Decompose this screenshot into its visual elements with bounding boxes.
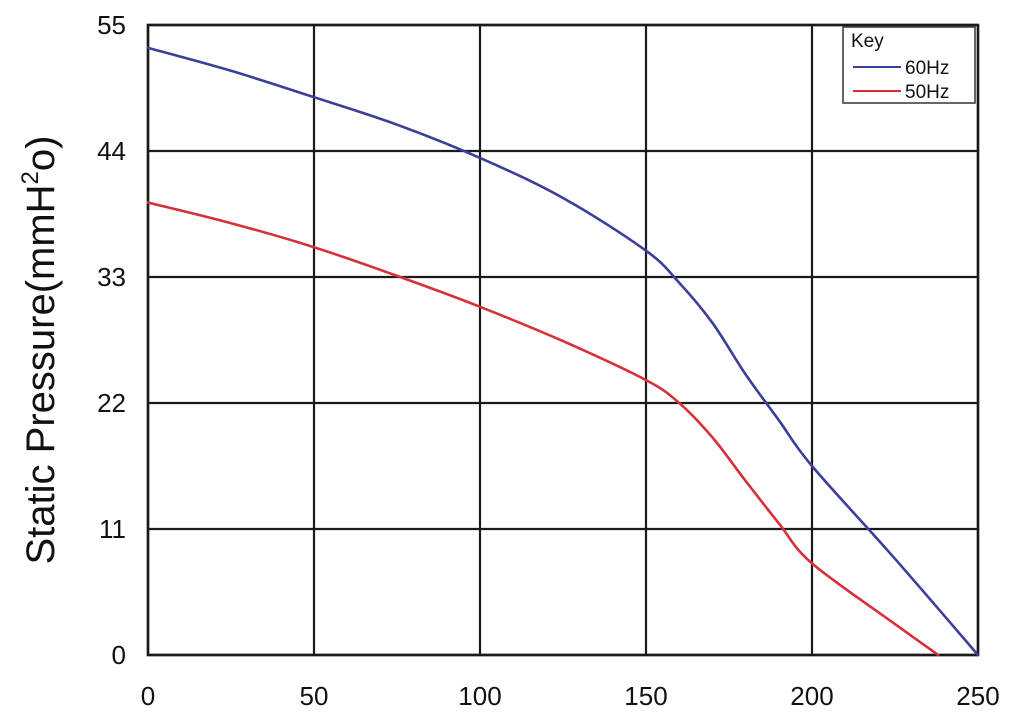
y-tick-labels: 0 11 22 33 44 55 bbox=[97, 10, 126, 670]
legend: Key 60Hz 50Hz bbox=[842, 26, 976, 104]
y-tick-label-2: 22 bbox=[97, 388, 126, 418]
series-line-60hz bbox=[146, 46, 980, 657]
y-tick-label-5: 55 bbox=[97, 10, 126, 40]
y-axis-label: Static Pressure(mmH2o) bbox=[17, 136, 63, 565]
legend-label-50hz: 50Hz bbox=[905, 82, 949, 103]
legend-items: 60Hz 50Hz bbox=[853, 58, 949, 103]
x-tick-label-4: 200 bbox=[790, 681, 833, 711]
y-axis-label-main: Static Pressure(mmH bbox=[19, 184, 63, 564]
y-tick-label-1: 11 bbox=[99, 514, 126, 544]
y-tick-label-3: 33 bbox=[97, 262, 126, 292]
x-tick-label-0: 0 bbox=[141, 681, 155, 711]
legend-box bbox=[842, 26, 976, 104]
series-lines bbox=[146, 46, 980, 657]
y-axis-label-tail: o) bbox=[19, 136, 63, 172]
x-tick-label-1: 50 bbox=[300, 681, 329, 711]
series-line-50hz bbox=[146, 201, 940, 657]
plot-frame bbox=[146, 23, 980, 657]
legend-title: Key bbox=[851, 31, 884, 52]
legend-label-60hz: 60Hz bbox=[905, 58, 949, 79]
x-tick-label-3: 150 bbox=[624, 681, 667, 711]
x-tick-labels: 0 50 100 150 200 250 bbox=[141, 681, 1000, 711]
y-tick-label-4: 44 bbox=[97, 136, 126, 166]
y-axis-label-superscript: 2 bbox=[17, 171, 44, 184]
y-tick-label-0: 0 bbox=[112, 640, 126, 670]
x-tick-label-5: 250 bbox=[956, 681, 999, 711]
x-tick-label-2: 100 bbox=[458, 681, 501, 711]
